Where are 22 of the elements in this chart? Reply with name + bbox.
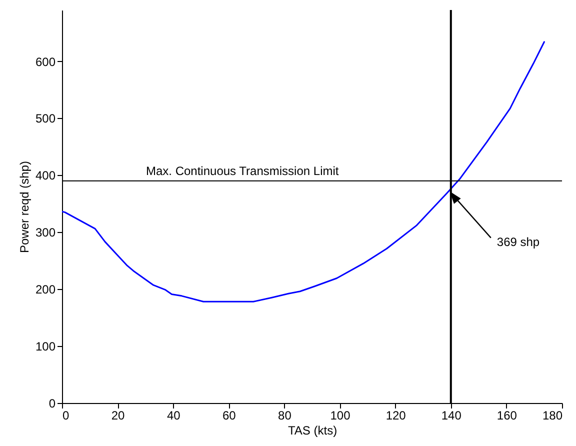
x-axis-title: TAS (kts) (288, 424, 338, 438)
x-tick-label: 20 (111, 408, 126, 422)
y-tick-label: 300 (35, 226, 56, 240)
y-tick-label: 600 (35, 54, 56, 69)
y-axis-title: Power reqd (shp) (17, 160, 32, 254)
x-tick-label: 60 (222, 408, 236, 422)
y-tick-label: 500 (35, 112, 56, 126)
x-tick-label: 80 (278, 408, 292, 422)
ref-line-label: Max. Continuous Transmission Limit (146, 164, 340, 178)
y-tick-label: 400 (35, 168, 56, 183)
x-tick-label: 100 (330, 408, 351, 422)
line-series (62, 41, 545, 302)
x-tick-label: 0 (62, 408, 70, 422)
x-tick-label: 160 (496, 408, 518, 422)
y-tick-label: 200 (35, 282, 56, 297)
x-tick-label: 180 (542, 408, 563, 422)
x-tick-label: 140 (441, 408, 462, 422)
x-tick-label: 40 (166, 408, 181, 422)
y-tick-label: 0 (48, 396, 56, 410)
annotation: 369 shp (496, 234, 540, 249)
y-tick-label: 100 (35, 340, 56, 354)
x-tick-label: 120 (386, 408, 406, 422)
